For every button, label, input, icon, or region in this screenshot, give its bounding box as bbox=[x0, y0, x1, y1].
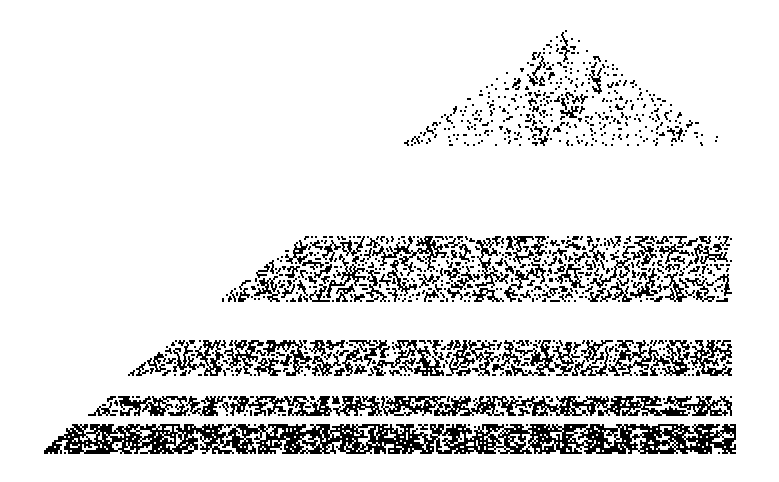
pattern-band-2 bbox=[222, 236, 732, 302]
pattern-band-5 bbox=[44, 424, 736, 454]
pattern-band-3 bbox=[128, 340, 732, 376]
pattern-band-4 bbox=[88, 396, 732, 416]
pattern-band-1 bbox=[404, 30, 718, 146]
